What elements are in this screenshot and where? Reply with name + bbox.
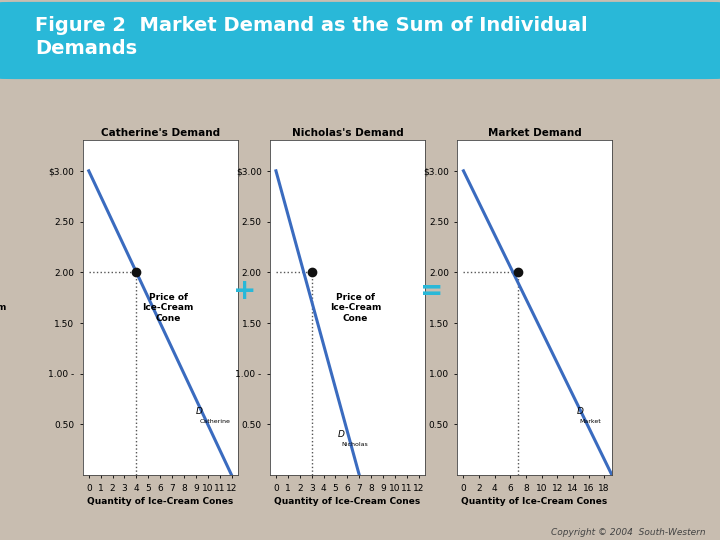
Y-axis label: Price of
Ice-Cream
Cone: Price of Ice-Cream Cone <box>143 293 194 323</box>
Title: Market Demand: Market Demand <box>487 128 582 138</box>
Text: Catherine: Catherine <box>199 420 230 424</box>
Text: D: D <box>338 430 345 438</box>
Title: Catherine's Demand: Catherine's Demand <box>101 128 220 138</box>
Title: Nicholas's Demand: Nicholas's Demand <box>292 128 403 138</box>
Y-axis label: Price of
Ice-Cream
Cone: Price of Ice-Cream Cone <box>0 293 6 323</box>
X-axis label: Quantity of Ice-Cream Cones: Quantity of Ice-Cream Cones <box>274 497 420 505</box>
Text: D: D <box>577 407 584 416</box>
X-axis label: Quantity of Ice-Cream Cones: Quantity of Ice-Cream Cones <box>87 497 233 505</box>
Text: D: D <box>196 407 203 416</box>
FancyBboxPatch shape <box>0 3 720 78</box>
Y-axis label: Price of
Ice-Cream
Cone: Price of Ice-Cream Cone <box>330 293 382 323</box>
Text: Market: Market <box>579 420 601 424</box>
Text: Figure 2  Market Demand as the Sum of Individual
Demands: Figure 2 Market Demand as the Sum of Ind… <box>35 16 588 58</box>
Text: Nicholas: Nicholas <box>341 442 368 447</box>
X-axis label: Quantity of Ice-Cream Cones: Quantity of Ice-Cream Cones <box>462 497 608 505</box>
Text: =: = <box>420 277 444 305</box>
Text: +: + <box>233 277 256 305</box>
Text: Copyright © 2004  South-Western: Copyright © 2004 South-Western <box>551 528 706 537</box>
